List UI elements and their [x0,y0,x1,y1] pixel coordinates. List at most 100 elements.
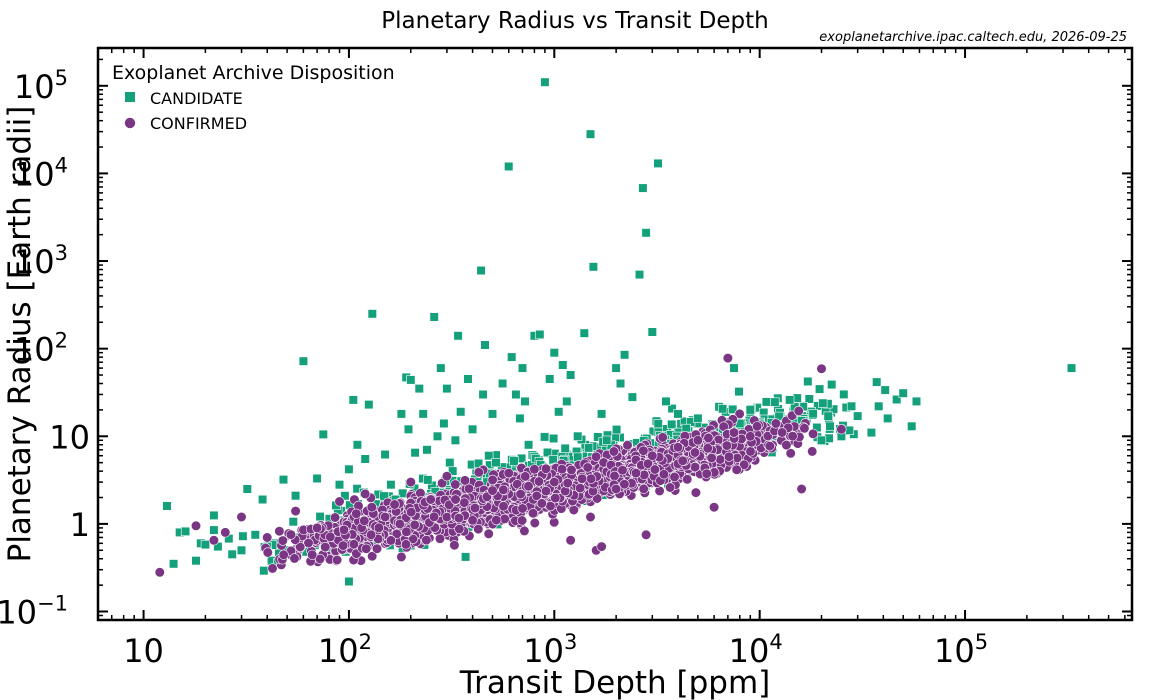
confirmed-point [338,540,349,551]
candidate-point [367,309,377,319]
legend-marker-candidate [125,92,135,102]
candidate-point [523,440,534,450]
confirmed-point [429,511,440,522]
candidate-point [191,556,201,566]
candidate-point [653,158,663,169]
legend-label-candidate: CANDIDATE [150,89,243,108]
data-points [154,77,1077,587]
confirmed-point [556,464,568,475]
confirmed-point [406,506,417,518]
confirmed-point [796,483,807,495]
confirmed-point [585,511,596,523]
confirmed-point [722,353,734,364]
candidate-point [423,475,433,485]
candidate-point [548,433,559,444]
series-confirmed [154,353,847,578]
confirmed-point [642,458,654,469]
confirmed-point [154,567,165,578]
candidate-point [318,429,328,440]
confirmed-point [622,440,633,451]
confirmed-point [330,512,341,523]
candidate-point [866,427,876,438]
candidate-point [242,484,252,494]
confirmed-point [325,531,336,542]
confirmed-point [638,483,649,495]
candidate-point [257,494,268,505]
confirmed-point [469,503,481,514]
candidate-point [386,480,396,490]
candidate-point [596,409,607,419]
candidate-point [579,328,589,338]
confirmed-point [702,443,713,454]
y-tick-label: 10−1 [0,592,68,632]
confirmed-point [277,535,288,546]
confirmed-point [314,553,326,565]
candidate-point [565,370,576,380]
y-tick-label: 103 [14,241,68,281]
candidate-point [476,265,486,276]
confirmed-point [781,440,792,451]
confirmed-point [734,408,745,420]
candidate-point [432,431,443,441]
confirmed-point [770,418,782,429]
candidate-point [818,398,828,408]
confirmed-point [657,432,668,443]
candidate-point [880,385,890,395]
confirmed-point [568,504,579,516]
confirmed-point [728,427,740,438]
candidate-point [487,409,498,419]
confirmed-point [745,446,756,457]
chart-title: Planetary Radius vs Transit Depth [381,8,768,34]
confirmed-point [647,450,658,461]
candidate-point [823,411,833,421]
candidate-point [517,363,528,373]
confirmed-point [453,512,465,524]
candidate-point [634,269,645,280]
candidate-point [667,403,677,414]
confirmed-point [582,462,593,473]
candidate-point [770,397,780,407]
confirmed-point [450,479,461,490]
candidate-point [448,466,458,476]
candidate-point [418,409,428,419]
candidate-point [315,511,325,522]
confirmed-point [836,424,847,435]
confirmed-point [689,462,701,473]
candidate-point [456,407,466,417]
confirmed-point [731,464,742,475]
confirmed-point [529,464,540,475]
candidate-point [611,363,621,373]
candidate-point [1066,363,1077,373]
confirmed-point [366,502,377,513]
confirmed-point [290,506,301,517]
plot-area: 10 102 103 104 105 10−1 1 10 102 103 104 105 [0,46,1134,670]
candidate-point [504,161,514,172]
candidate-point [422,445,432,455]
candidate-point [562,396,572,407]
confirmed-point [706,452,717,464]
candidate-point [162,501,172,511]
confirmed-point [409,519,420,531]
y-axis-label: Planetary Radius [Earth radii] [2,106,38,563]
confirmed-point [807,428,819,439]
confirmed-point [630,468,642,479]
confirmed-point [738,459,750,470]
candidate-point [259,566,269,576]
confirmed-point [454,523,465,535]
confirmed-point [278,549,289,560]
candidate-point [734,386,744,397]
candidate-point [439,418,449,429]
confirmed-point [677,455,688,466]
confirmed-point [385,535,397,546]
candidate-point [593,432,603,442]
candidate-point [406,375,416,385]
confirmed-point [723,451,735,462]
candidate-point [250,530,260,540]
confirmed-point [549,477,560,488]
candidate-point [619,350,630,360]
candidate-point [549,348,559,358]
candidate-point [911,396,922,407]
candidate-point [545,374,555,384]
confirmed-point [576,473,588,484]
confirmed-point [701,468,712,479]
